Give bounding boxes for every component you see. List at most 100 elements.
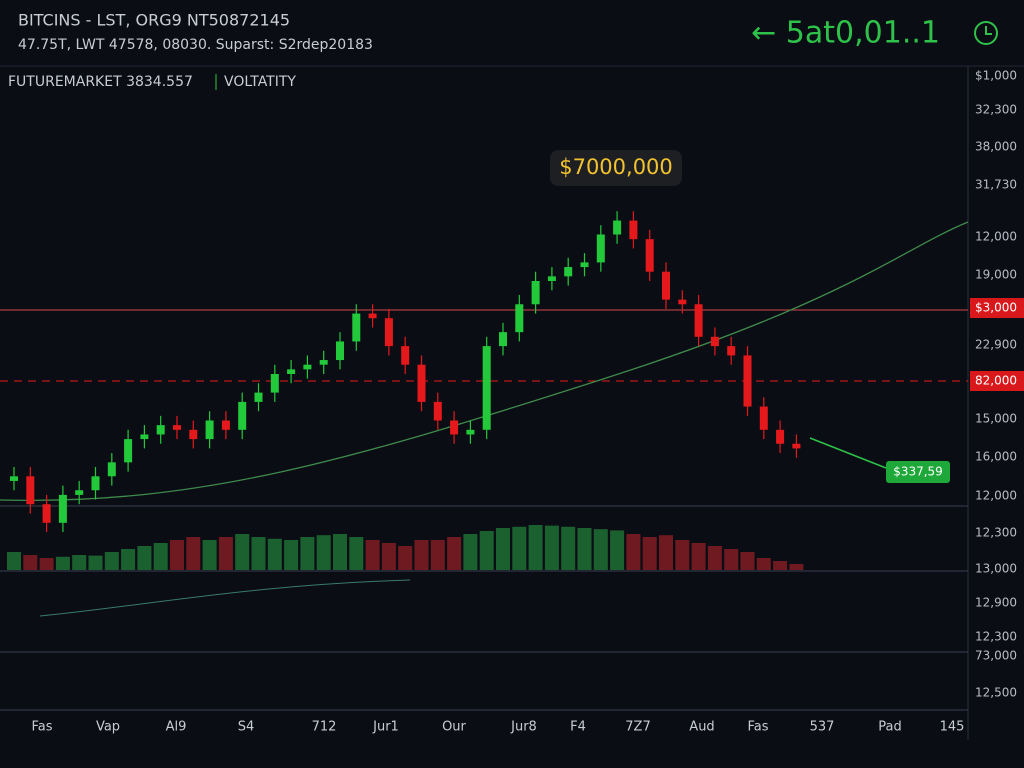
x-label: 7Z7 (625, 720, 650, 735)
candle-body (466, 429, 475, 435)
volume-bar (39, 558, 54, 570)
callout: $7000,000 (559, 155, 673, 179)
price-label: 22,900 (975, 338, 1017, 352)
candle-body (678, 299, 687, 305)
volume-bar (170, 540, 184, 570)
x-label: Al9 (166, 720, 187, 735)
volume-bar (55, 556, 70, 570)
price-label: 82,000 (975, 374, 1017, 388)
price-label: 38,000 (975, 140, 1017, 154)
volume-bar (463, 534, 478, 570)
candle-body (189, 429, 198, 440)
price-label: $3,000 (975, 301, 1017, 315)
volume-bar (691, 543, 706, 570)
volume-bar (740, 552, 755, 570)
volume-bar (773, 561, 788, 570)
volume-bar (88, 555, 103, 570)
x-label: Fas (31, 720, 52, 735)
candle-body (547, 276, 556, 281)
indicator: VOLTATITY (224, 74, 296, 90)
candle-body (645, 239, 654, 272)
candle-body (368, 313, 377, 319)
volume-bar (414, 540, 429, 570)
candle-body (401, 346, 410, 365)
tag-arrow (809, 437, 887, 469)
volume-bar (756, 558, 771, 570)
candle-body (531, 281, 540, 305)
price-label: 16,000 (975, 450, 1017, 464)
price-label: 15,000 (975, 412, 1017, 426)
volume-bar (447, 537, 462, 570)
volume-bar (642, 537, 657, 570)
candle-body (662, 271, 670, 300)
x-label: Fas (747, 720, 768, 735)
candle-body (173, 425, 181, 430)
x-label: Vap (96, 720, 120, 735)
price-label: 32,300 (975, 103, 1017, 117)
candle-body (694, 304, 703, 337)
x-label: Jur1 (372, 720, 399, 735)
volume-bar (626, 534, 641, 570)
candle-body (792, 443, 801, 449)
price-label: 12,300 (975, 526, 1017, 540)
volume-bar (104, 552, 119, 570)
ticker: ← 5at0,01..1 (751, 16, 940, 51)
title: BITCINS - LST, ORG9 NT50872145 (18, 11, 290, 30)
indicator: FUTUREMARKET 3834.557 (8, 74, 193, 90)
clock-hand (985, 26, 992, 35)
volume-bar (593, 529, 608, 570)
volume-bar (186, 537, 201, 570)
volume-bar (72, 555, 87, 570)
x-label: 537 (810, 720, 835, 735)
candle-body (270, 374, 279, 393)
volume-bar (349, 537, 364, 570)
volume-bar (121, 549, 136, 570)
volume-bar (789, 564, 804, 570)
candle-body (91, 476, 100, 491)
price-label: $1,000 (975, 69, 1017, 83)
candle-body (596, 234, 605, 263)
price-label: 13,000 (975, 562, 1017, 576)
x-label: 145 (940, 720, 965, 735)
candle-body (499, 332, 507, 347)
candle-body (238, 401, 247, 430)
volume-bar (496, 528, 510, 570)
candle-body (384, 318, 393, 347)
volume-bar (235, 534, 250, 570)
candle-body (287, 369, 296, 374)
volume-bar (398, 546, 413, 570)
volume-bar (707, 546, 722, 570)
candle-body (303, 364, 312, 370)
candle-body (75, 490, 84, 495)
clock-icon[interactable] (974, 21, 998, 45)
price-label: 12,000 (975, 230, 1017, 244)
candle-body (450, 420, 459, 435)
candle-body (319, 360, 328, 365)
volume-bar (300, 537, 315, 570)
x-label: Aud (689, 720, 714, 735)
x-label: 712 (312, 720, 337, 735)
price-label-box (970, 371, 1024, 391)
x-label: Jur8 (510, 720, 537, 735)
volume-bar (7, 552, 21, 570)
candle-body (26, 476, 35, 505)
indicator-line (39, 579, 411, 617)
price-label: 12,500 (975, 686, 1017, 700)
price-label: 12,900 (975, 596, 1017, 610)
candle-body (710, 336, 719, 347)
x-label: Our (442, 720, 466, 735)
volume-bar (284, 540, 299, 570)
volume-bar (153, 543, 168, 570)
volume-bar (659, 535, 673, 570)
volume-bar (528, 525, 543, 570)
candle-body (580, 262, 589, 268)
volume-bar (202, 540, 217, 570)
candle-body (107, 462, 116, 477)
candle-body (10, 476, 18, 481)
volume-bar (561, 526, 576, 570)
candle-body (776, 429, 785, 444)
volume-bar (430, 540, 445, 570)
